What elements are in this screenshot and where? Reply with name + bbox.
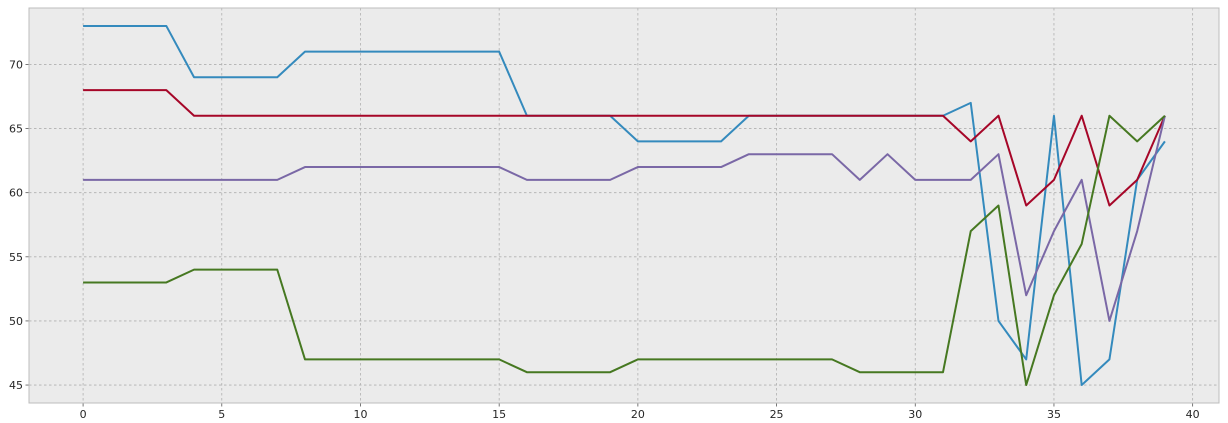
y-tick-label: 50 xyxy=(9,315,23,328)
x-tick-label: 40 xyxy=(1186,408,1200,421)
series-line-2 xyxy=(83,89,1166,207)
x-tick-label: 20 xyxy=(631,408,645,421)
plot-frame xyxy=(28,7,1220,404)
y-tick-label: 60 xyxy=(9,187,23,200)
series-lines xyxy=(83,24,1166,387)
x-tick-label: 30 xyxy=(908,408,922,421)
y-tick-label: 45 xyxy=(9,379,23,392)
y-tick-label: 70 xyxy=(9,58,23,71)
series-line-3 xyxy=(83,115,1166,322)
axis-ticks: 0 5 10 15 20 25 30 35 40 45 50 55 60 65 70 xyxy=(9,58,1200,421)
plot-area xyxy=(29,8,1219,403)
y-tick-label: 65 xyxy=(9,123,23,136)
x-tick-label: 25 xyxy=(770,408,784,421)
x-tick-label: 0 xyxy=(80,408,87,421)
series-line-4 xyxy=(83,114,1166,387)
y-tick-label: 55 xyxy=(9,251,23,264)
x-tick-label: 35 xyxy=(1047,408,1061,421)
series-line-1 xyxy=(83,24,1166,387)
x-tick-label: 10 xyxy=(353,408,367,421)
x-tick-label: 15 xyxy=(492,408,506,421)
x-tick-label: 5 xyxy=(218,408,225,421)
